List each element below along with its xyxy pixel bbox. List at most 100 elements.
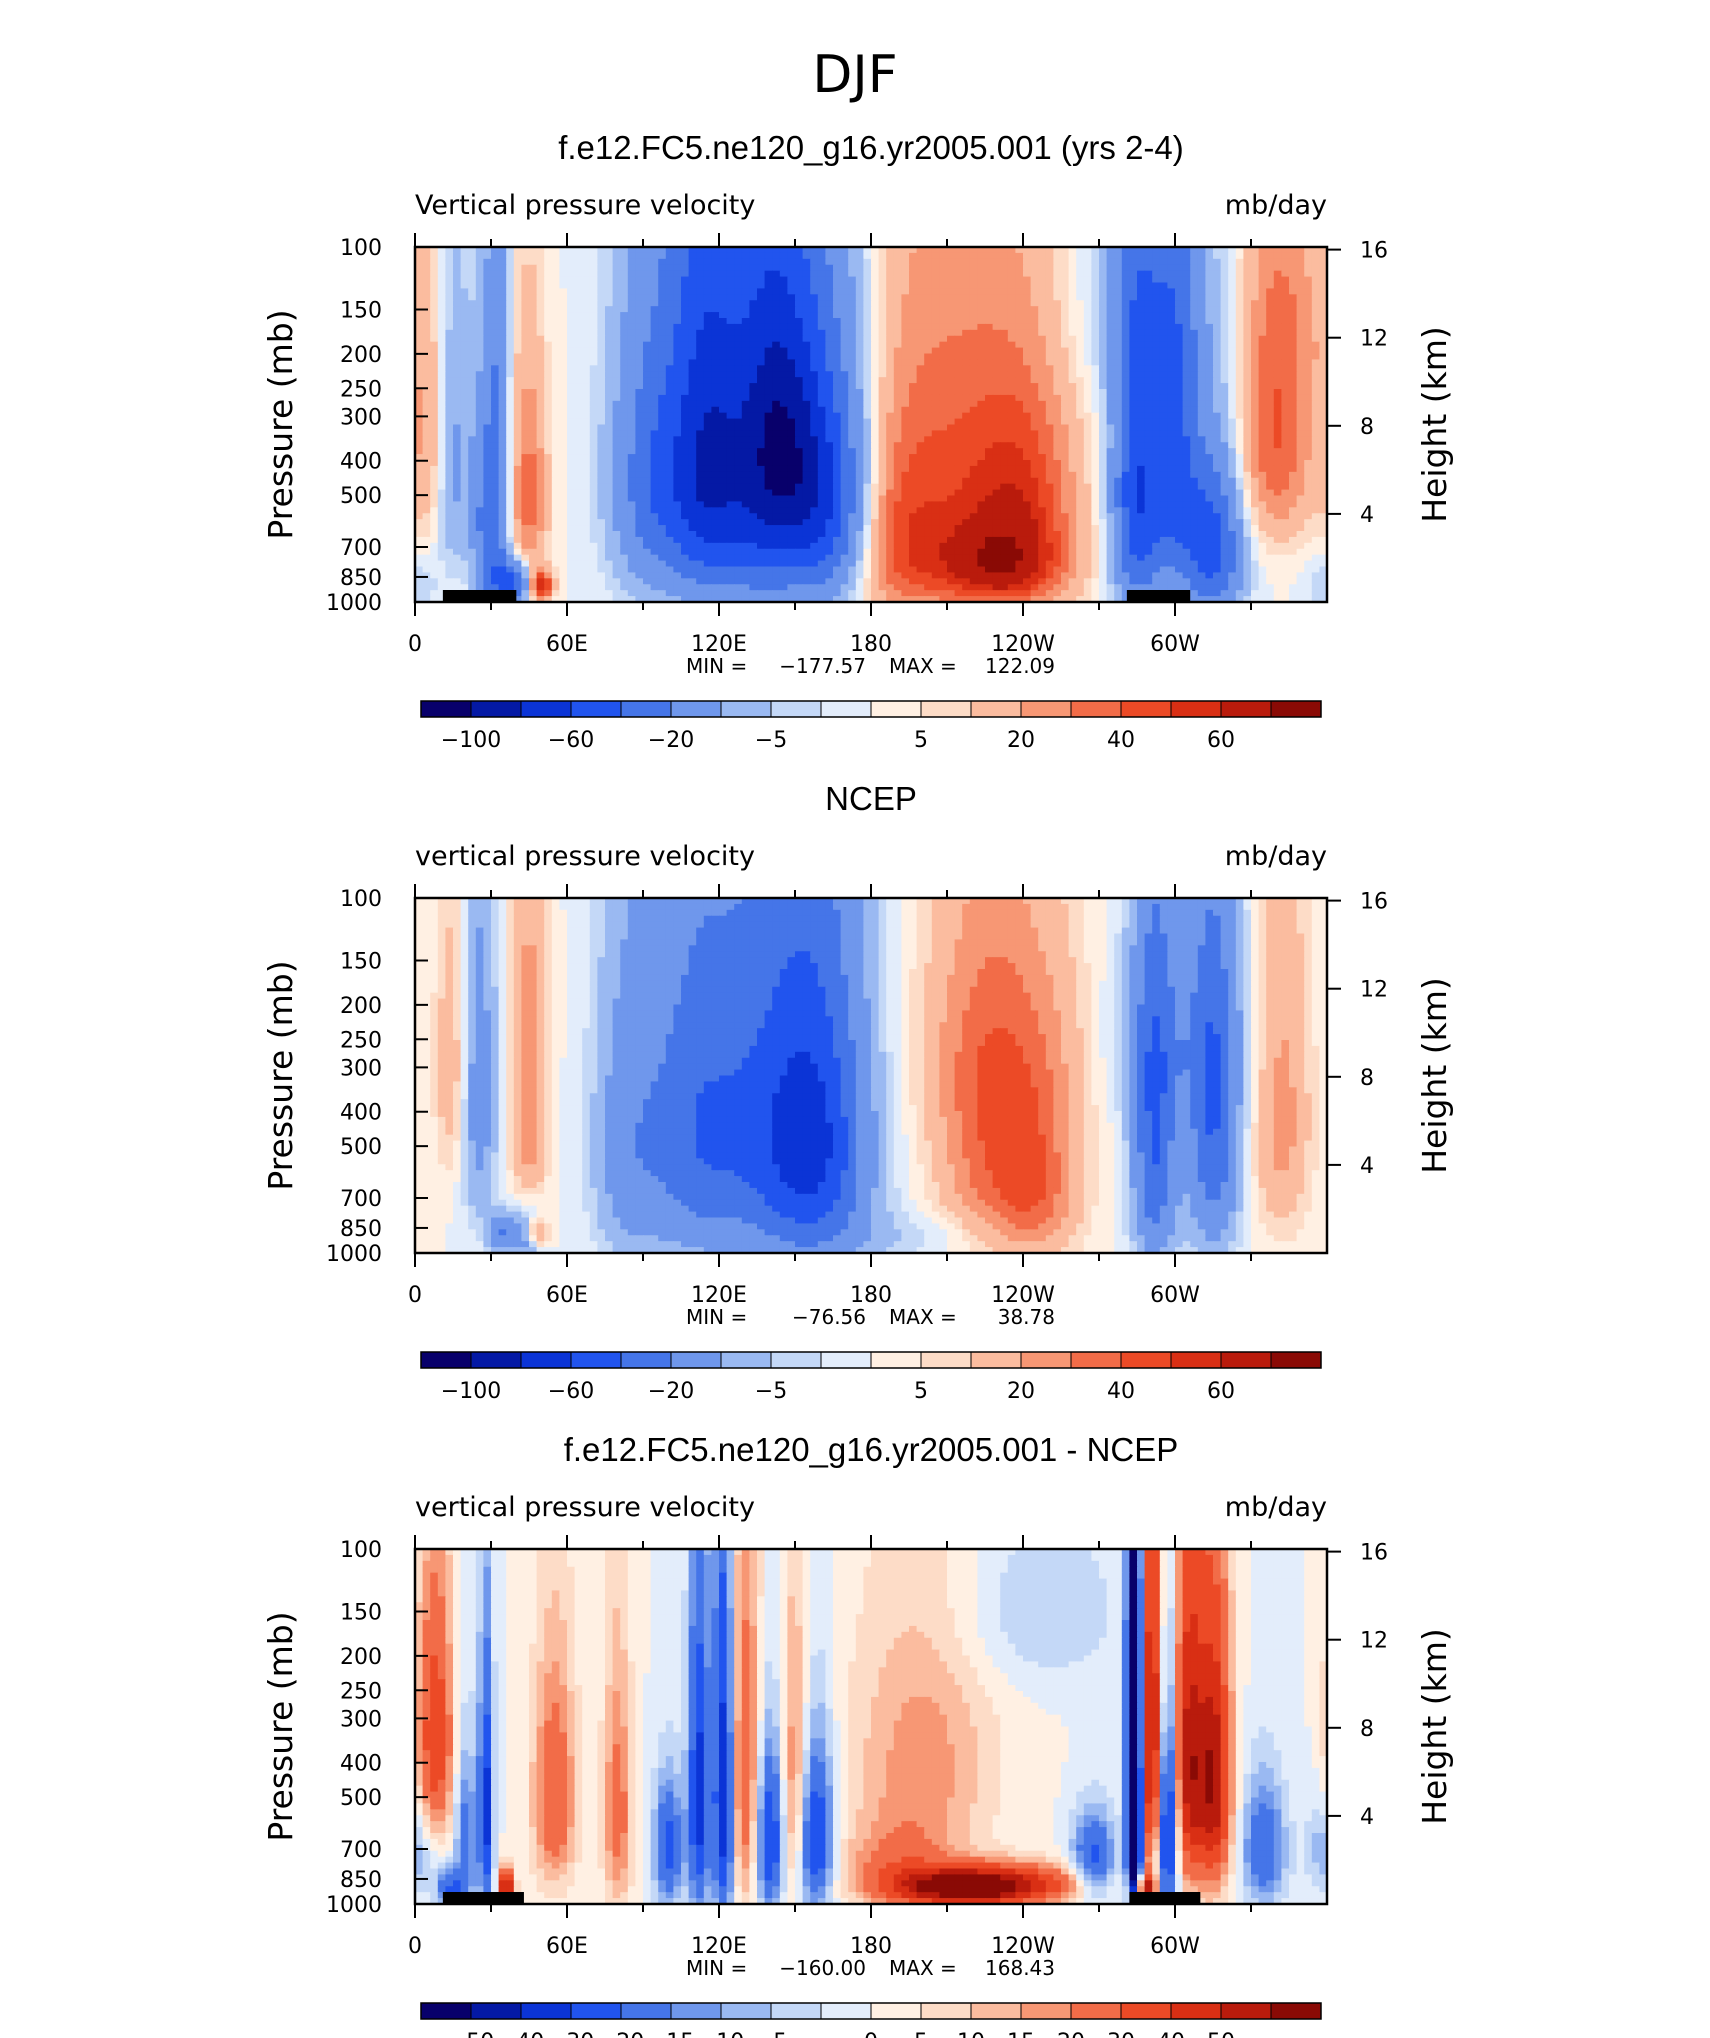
heatmap-cell (1008, 401, 1016, 408)
heatmap-cell (962, 265, 970, 272)
heatmap-cell (825, 359, 833, 366)
heatmap-cell (711, 359, 719, 366)
heatmap-cell (1129, 265, 1137, 272)
heatmap-cell (635, 371, 643, 378)
heatmap-cell (818, 336, 826, 343)
heatmap-cell (1122, 395, 1130, 402)
heatmap-cell (514, 306, 522, 313)
heatmap-cell (559, 300, 567, 307)
heatmap-cell (841, 430, 849, 437)
heatmap-cell (1008, 330, 1016, 337)
heatmap-cell (1107, 259, 1115, 266)
heatmap-cell (582, 425, 590, 432)
heatmap-cell (1031, 265, 1039, 272)
heatmap-cell (559, 277, 567, 284)
heatmap-cell (871, 425, 879, 432)
heatmap-cell (559, 472, 567, 479)
heatmap-cell (438, 377, 446, 384)
heatmap-cell (696, 430, 704, 437)
heatmap-cell (559, 312, 567, 319)
heatmap-cell (833, 312, 841, 319)
heatmap-cell (605, 442, 613, 449)
heatmap-cell (1312, 430, 1320, 437)
heatmap-cell (430, 478, 438, 485)
heatmap-cell (1236, 342, 1244, 349)
heatmap-cell (499, 371, 507, 378)
heatmap-cell (681, 407, 689, 414)
heatmap-cell (1076, 472, 1084, 479)
heatmap-cell (825, 259, 833, 266)
heatmap-cell (582, 413, 590, 420)
heatmap-cell (886, 336, 894, 343)
heatmap-cell (1243, 277, 1251, 284)
heatmap-cell (605, 324, 613, 331)
heatmap-cell (1122, 407, 1130, 414)
heatmap-cell (947, 472, 955, 479)
heatmap-cell (719, 419, 727, 426)
heatmap-cell (1099, 306, 1107, 313)
heatmap-cell (1122, 389, 1130, 396)
heatmap-cell (1167, 253, 1175, 260)
heatmap-cell (901, 383, 909, 390)
heatmap-cell (757, 395, 765, 402)
heatmap-cell (772, 430, 780, 437)
heatmap-cell (825, 354, 833, 361)
heatmap-cell (544, 330, 552, 337)
heatmap-cell (917, 490, 925, 497)
heatmap-cell (597, 395, 605, 402)
heatmap-cell (1160, 395, 1168, 402)
heatmap-cell (1137, 359, 1145, 366)
heatmap-cell (673, 460, 681, 467)
heatmap-cell (1122, 288, 1130, 295)
heatmap-cell (1061, 478, 1069, 485)
heatmap-cell (924, 306, 932, 313)
heatmap-cell (901, 430, 909, 437)
heatmap-cell (461, 448, 469, 455)
heatmap-cell (924, 490, 932, 497)
heatmap-cell (438, 454, 446, 461)
heatmap-cell (1297, 377, 1305, 384)
heatmap-cell (970, 318, 978, 325)
heatmap-cell (1167, 460, 1175, 467)
heatmap-field (415, 247, 1328, 603)
heatmap-cell (651, 478, 659, 485)
heatmap-cell (955, 460, 963, 467)
heatmap-cell (461, 454, 469, 461)
heatmap-cell (932, 271, 940, 278)
heatmap-cell (537, 359, 545, 366)
heatmap-cell (879, 490, 887, 497)
heatmap-cell (1266, 354, 1274, 361)
heatmap-cell (590, 460, 598, 467)
heatmap-cell (635, 365, 643, 372)
heatmap-cell (537, 430, 545, 437)
heatmap-cell (848, 277, 856, 284)
heatmap-cell (666, 283, 674, 290)
heatmap-cell (955, 330, 963, 337)
heatmap-cell (681, 377, 689, 384)
heatmap-cell (1304, 354, 1312, 361)
heatmap-cell (1312, 389, 1320, 396)
heatmap-cell (1008, 430, 1016, 437)
heatmap-cell (772, 318, 780, 325)
heatmap-cell (749, 401, 757, 408)
heatmap-cell (461, 478, 469, 485)
heatmap-cell (1228, 288, 1236, 295)
heatmap-cell (970, 312, 978, 319)
heatmap-cell (1312, 484, 1320, 491)
heatmap-cell (879, 330, 887, 337)
heatmap-cell (430, 395, 438, 402)
heatmap-cell (985, 271, 993, 278)
heatmap-cell (1297, 312, 1305, 319)
heatmap-cell (453, 354, 461, 361)
heatmap-cell (1274, 259, 1282, 266)
heatmap-cell (1259, 318, 1267, 325)
heatmap-cell (1008, 371, 1016, 378)
heatmap-cell (894, 448, 902, 455)
heatmap-cell (1046, 318, 1054, 325)
heatmap-cell (491, 277, 499, 284)
heatmap-cell (711, 371, 719, 378)
heatmap-cell (1228, 425, 1236, 432)
heatmap-cell (742, 377, 750, 384)
heatmap-cell (704, 442, 712, 449)
heatmap-cell (1099, 478, 1107, 485)
